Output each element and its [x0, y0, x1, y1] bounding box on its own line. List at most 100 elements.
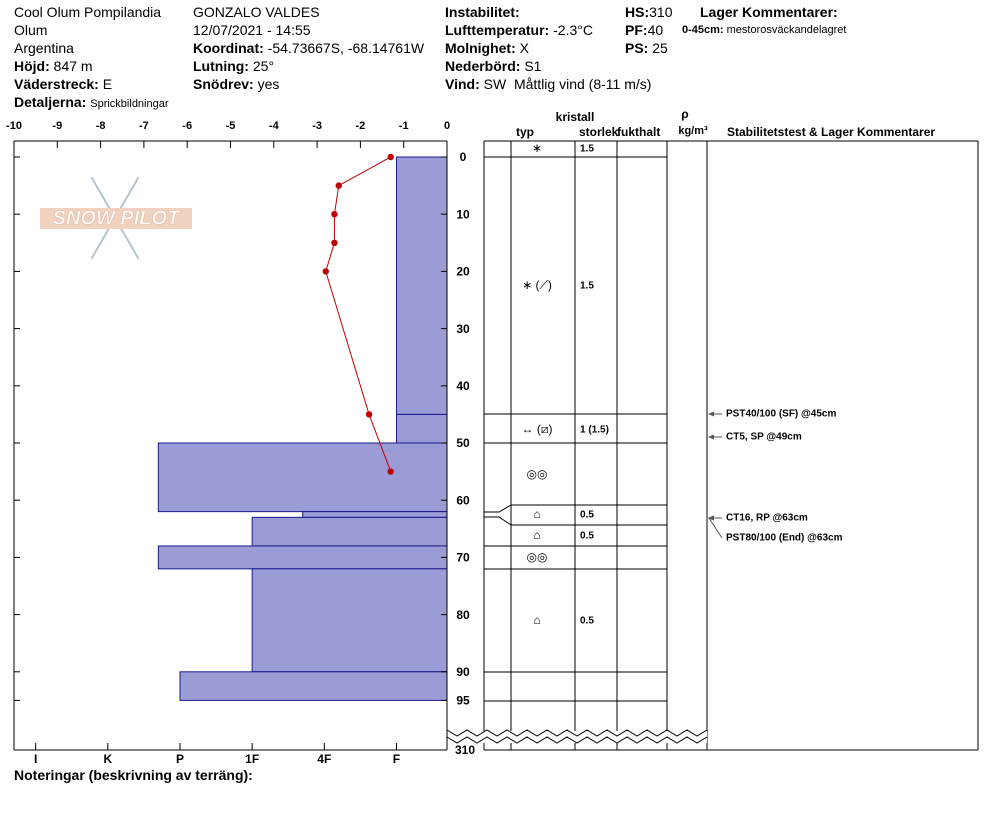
- col-header: typ: [516, 125, 534, 139]
- label: Höjd:: [14, 58, 50, 74]
- col-header: Stabilitetstest & Lager Kommentarer: [727, 125, 935, 139]
- y-tick-label: 60: [456, 493, 470, 507]
- hardness-tick-label: I: [34, 752, 37, 766]
- value: E: [102, 76, 113, 92]
- value: 310: [649, 4, 673, 20]
- hardness-tick-label: 1F: [245, 752, 259, 766]
- hardness-bar: [157, 442, 448, 513]
- y-tick-label: 95: [456, 694, 470, 708]
- grain-size: 0.5: [580, 510, 594, 521]
- datetime: 12/07/2021 - 14:55: [193, 22, 311, 38]
- temperature-point: [331, 211, 338, 218]
- test-arrowhead: [708, 515, 714, 521]
- grain-size: 0.5: [580, 531, 594, 542]
- field: Höjd: 847 m: [14, 57, 93, 75]
- x-tick-label: -2: [356, 120, 366, 132]
- grain-type: ∗ (⟋): [522, 278, 552, 292]
- grain-size: 1.5: [580, 144, 594, 155]
- field: Lutning: 25°: [193, 57, 274, 75]
- x-tick-label: -8: [96, 120, 106, 132]
- grain-type: ∗: [532, 141, 542, 155]
- grain-size: 0.5: [580, 616, 594, 627]
- value: SW Måttlig vind (8-11 m/s): [483, 76, 652, 92]
- value: 847 m: [53, 58, 93, 74]
- value: 40: [647, 22, 664, 38]
- x-tick-label: -9: [52, 120, 62, 132]
- break: [446, 729, 708, 737]
- label: Vind:: [445, 76, 480, 92]
- value: X: [519, 40, 529, 56]
- col-header: kg/m³: [678, 125, 708, 137]
- hardness-bar: [179, 671, 448, 701]
- stability-test: PST80/100 (End) @63cm: [726, 533, 843, 544]
- x-tick-label: -4: [269, 120, 280, 132]
- field: Koordinat: -54.73667S, -68.14761W: [193, 39, 424, 57]
- location: Olum: [14, 22, 48, 38]
- temperature-point: [387, 153, 394, 161]
- test-arrowhead: [708, 434, 714, 440]
- label: PF:: [625, 22, 648, 38]
- x-tick-label: -1: [399, 120, 409, 132]
- connector: [484, 516, 512, 526]
- y-tick-label: 90: [456, 665, 470, 679]
- label: Lutning:: [193, 58, 249, 74]
- value: -54.73667S, -68.14761W: [267, 40, 425, 56]
- col-header: fukthalt: [617, 125, 660, 139]
- grain-size: 1 (1.5): [580, 425, 609, 436]
- footer: Noteringar (beskrivning av terräng):: [14, 767, 253, 783]
- label: Väderstreck:: [14, 76, 99, 92]
- x-tick-label: -5: [226, 120, 236, 132]
- field: Snödrev: yes: [193, 75, 279, 93]
- x-tick-label: -10: [6, 120, 22, 132]
- label: Instabilitet:: [445, 4, 520, 20]
- connector: [484, 504, 512, 513]
- col-header: kristall: [556, 110, 595, 124]
- field: Detaljerna: Sprickbildningar: [14, 93, 169, 113]
- grain-type: ↔ (⧄): [522, 422, 553, 436]
- value: Sprickbildningar: [90, 98, 169, 110]
- y-tick-label: 20: [456, 265, 470, 279]
- grain-type: ⌂: [533, 507, 540, 521]
- grain-type: ◎◎: [527, 467, 548, 481]
- location: Argentina: [14, 40, 74, 56]
- location: Cool Olum Pompilandia: [14, 4, 162, 20]
- x-tick-label: -3: [312, 120, 322, 132]
- y-tick-label: 40: [456, 379, 470, 393]
- field: Molnighet: X: [445, 39, 529, 57]
- value: mestorosväckandelagret: [726, 24, 847, 36]
- layer-comment: 0-45cm: mestorosväckandelagret: [682, 21, 846, 39]
- break: [446, 736, 708, 744]
- hardness-bar: [251, 568, 448, 673]
- label: Lager Kommentarer:: [700, 4, 838, 20]
- y-tick-label: 30: [456, 322, 470, 336]
- field: Nederbörd: S1: [445, 57, 541, 75]
- label: HS:: [625, 4, 650, 20]
- temperature-point: [335, 182, 342, 189]
- y-tick-label: 0: [460, 150, 467, 164]
- field: Vind: SW Måttlig vind (8-11 m/s): [445, 75, 651, 93]
- value: 25: [652, 40, 668, 56]
- label: Molnighet:: [445, 40, 516, 56]
- temperature-point: [365, 411, 373, 418]
- observer: GONZALO VALDES: [193, 4, 320, 20]
- watermark: SNOW PILOT: [53, 207, 181, 229]
- value: yes: [257, 76, 280, 92]
- stability-test: CT16, RP @63cm: [726, 513, 808, 524]
- field: Instabilitet:: [445, 3, 520, 21]
- stability-test: CT5, SP @49cm: [726, 432, 802, 443]
- value: 25°: [252, 58, 275, 74]
- hardness-bar: [395, 413, 448, 444]
- hardness-tick-label: K: [103, 752, 112, 766]
- grain-type: ⌂: [533, 528, 540, 542]
- hardness-bar: [302, 511, 448, 518]
- label: Nederbörd:: [445, 58, 521, 74]
- x-tick-label: 0: [444, 120, 450, 132]
- label: PS:: [625, 40, 649, 56]
- hardness-bar: [395, 156, 448, 415]
- field: PS: 25: [625, 39, 668, 57]
- temperature-point: [387, 468, 394, 475]
- y-tick-label: 80: [456, 608, 470, 622]
- y-break-label: 310: [455, 743, 475, 757]
- temperature-point: [331, 239, 338, 246]
